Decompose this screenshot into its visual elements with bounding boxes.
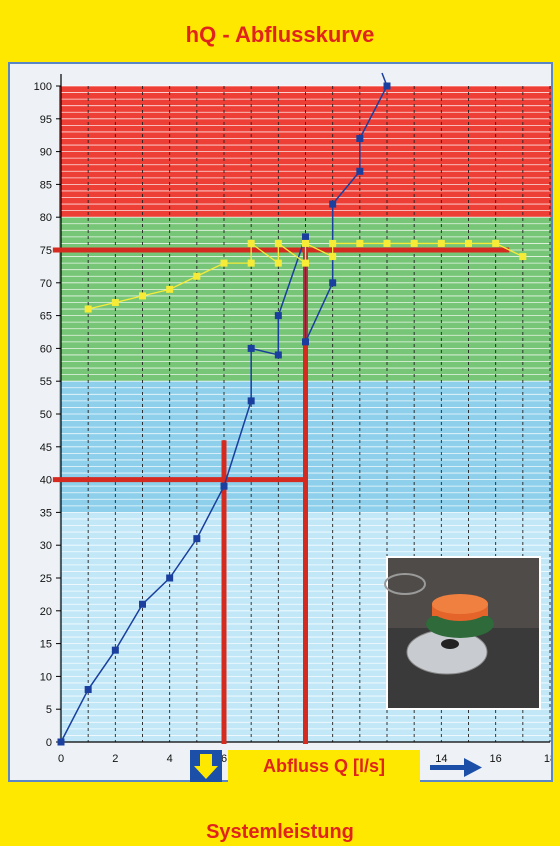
- series-line-blue: [60, 85, 388, 743]
- x-tick-label: 4: [167, 753, 173, 765]
- data-point-blue: [220, 482, 228, 490]
- x-tick-label: 14: [435, 753, 447, 765]
- data-point-yellow: [274, 239, 282, 247]
- y-tick-label: 30: [40, 540, 52, 552]
- data-point-blue: [247, 344, 255, 352]
- data-point-yellow: [220, 259, 228, 267]
- data-point-blue: [302, 233, 309, 241]
- y-tick-label: 100: [34, 81, 52, 93]
- x-tick-label: 2: [112, 753, 118, 765]
- data-point-blue: [329, 279, 337, 287]
- y-label-strip: [10, 64, 59, 780]
- data-point-blue: [166, 574, 174, 582]
- y-tick-label: 45: [40, 442, 52, 454]
- data-point-blue: [57, 738, 65, 746]
- y-tick-label: 70: [40, 278, 52, 290]
- data-point-yellow: [247, 259, 255, 267]
- y-tick-label: 5: [46, 704, 52, 716]
- x-tick-label: 0: [58, 753, 64, 765]
- y-tick-label: 90: [40, 147, 52, 159]
- y-tick-label: 35: [40, 507, 52, 519]
- axis-label-box: Abfluss Q [l/s]: [228, 750, 420, 782]
- data-point-yellow: [465, 239, 472, 247]
- y-tick-label: 20: [40, 606, 52, 618]
- data-point-blue: [302, 338, 309, 346]
- chart-panel: 0 5 10 15 20 25 30 35 40 45 50 55 60 65 70 75 80 85 90 95 10…: [8, 62, 553, 782]
- data-point-blue: [139, 600, 146, 608]
- y-tick-label: 50: [40, 409, 52, 421]
- y-tick-label: 80: [40, 212, 52, 224]
- data-point-yellow: [193, 272, 201, 280]
- y-tick-label: 60: [40, 343, 52, 355]
- data-point-yellow: [247, 239, 255, 247]
- y-tick-label: 65: [40, 311, 52, 323]
- data-point-yellow: [274, 259, 282, 267]
- data-point-blue: [247, 397, 255, 405]
- data-point-yellow: [302, 239, 309, 247]
- data-point-blue: [84, 686, 92, 694]
- data-point-blue: [274, 351, 282, 359]
- data-point-yellow: [302, 259, 309, 267]
- y-tick-label: 0: [46, 737, 52, 749]
- chart-svg: 0510152025303540455055606570758085909510…: [10, 64, 551, 780]
- data-point-yellow: [356, 239, 364, 247]
- data-point-yellow: [84, 305, 92, 313]
- data-point-blue: [274, 312, 282, 320]
- data-point-yellow: [111, 298, 119, 306]
- x-tick-label: 6: [221, 753, 227, 765]
- data-point-yellow: [383, 239, 391, 247]
- data-point-yellow: [329, 239, 337, 247]
- data-point-blue: [356, 167, 364, 175]
- y-tick-label: 95: [40, 114, 52, 126]
- down-arrow-icon: [190, 750, 222, 782]
- footer-title: Systemleistung: [206, 821, 354, 843]
- right-arrow-icon: [428, 756, 484, 778]
- x-axis-label: Abfluss Q [l/s]: [262, 756, 385, 776]
- y-tick-label: 25: [40, 573, 52, 585]
- y-tick-label: 15: [40, 639, 52, 651]
- y-tick-label: 85: [40, 179, 52, 191]
- data-point-blue: [193, 535, 201, 543]
- y-tick-label: 55: [40, 376, 52, 388]
- y-tick-label: 75: [40, 245, 52, 257]
- y-tick-label: 40: [40, 475, 52, 487]
- x-tick-label: 18: [544, 753, 551, 765]
- data-point-yellow: [519, 253, 527, 261]
- chart-title: hQ - Abflusskurve: [185, 22, 375, 47]
- valve-photo: [384, 556, 541, 710]
- data-point-blue: [111, 646, 119, 654]
- data-point-yellow: [139, 292, 146, 300]
- y-tick-label: 10: [40, 671, 52, 683]
- data-point-blue: [356, 134, 364, 142]
- data-point-yellow: [329, 253, 337, 261]
- chart-frame: hQ - Abflusskurve 0 5 10 15 20 25 30 35 40 45 50 55…: [3, 3, 557, 843]
- data-point-yellow: [410, 239, 418, 247]
- data-point-blue: [329, 200, 337, 208]
- data-point-yellow: [166, 285, 174, 293]
- data-point-yellow: [437, 239, 445, 247]
- data-point-yellow: [492, 239, 500, 247]
- series-line-blue-extension: [381, 72, 388, 87]
- x-tick-label: 16: [490, 753, 502, 765]
